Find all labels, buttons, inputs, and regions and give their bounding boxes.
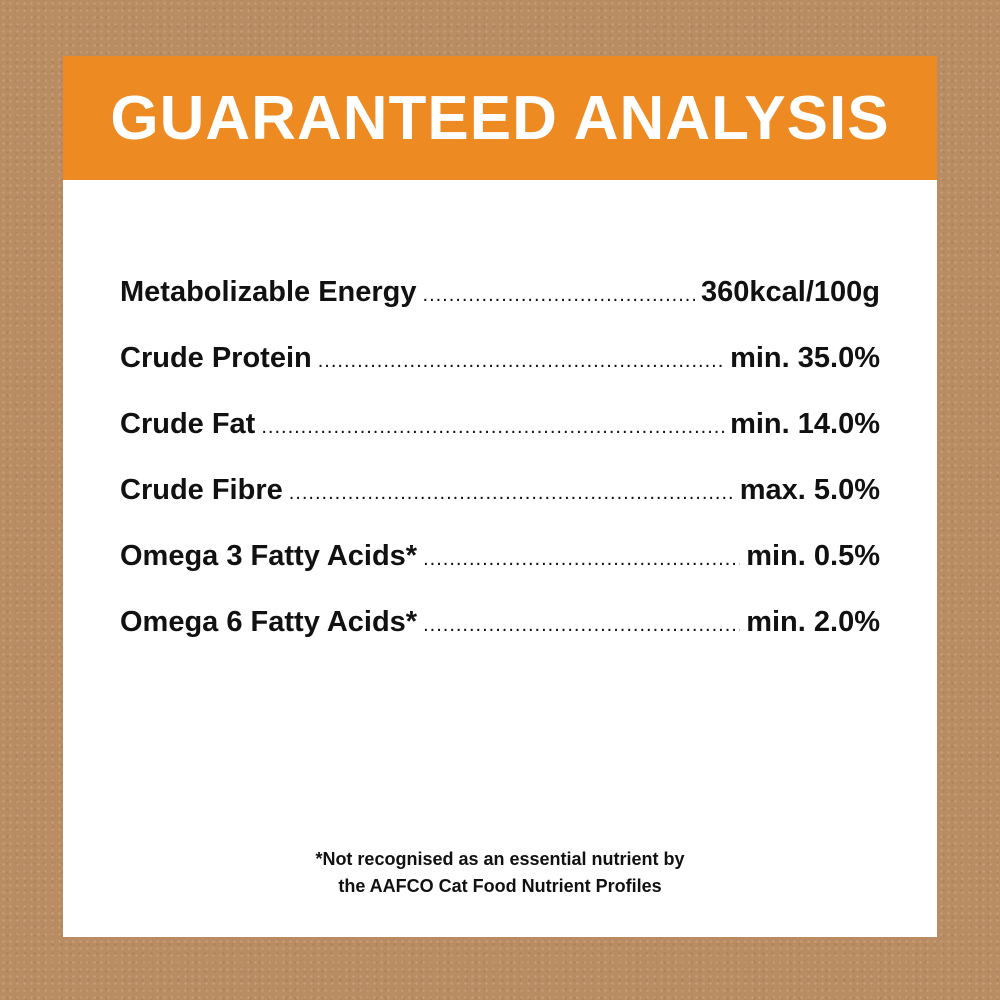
footnote: *Not recognised as an essential nutrient… [63, 846, 937, 900]
nutrient-value: min. 35.0% [730, 342, 880, 374]
dot-leader [261, 416, 724, 439]
nutrient-label: Crude Fat [120, 408, 256, 440]
page-title: GUARANTEED ANALYSIS [110, 83, 890, 153]
nutrient-value: min. 0.5% [746, 540, 880, 572]
nutrient-table: Metabolizable Energy 360kcal/100g Crude P… [120, 276, 880, 672]
dot-leader [423, 284, 696, 307]
analysis-panel: GUARANTEED ANALYSIS Metabolizable Energy… [63, 56, 937, 937]
dot-leader [289, 482, 734, 505]
nutrient-label: Crude Protein [120, 342, 312, 374]
nutrient-row: Crude Protein min. 35.0% [120, 342, 880, 408]
nutrient-value: min. 14.0% [730, 408, 880, 440]
dot-leader [423, 614, 740, 637]
nutrient-label: Metabolizable Energy [120, 276, 417, 308]
dot-leader [318, 350, 724, 373]
nutrient-row: Metabolizable Energy 360kcal/100g [120, 276, 880, 342]
nutrient-value: min. 2.0% [746, 606, 880, 638]
nutrient-label: Crude Fibre [120, 474, 283, 506]
nutrient-value: max. 5.0% [739, 474, 880, 506]
nutrient-row: Omega 6 Fatty Acids* min. 2.0% [120, 606, 880, 672]
nutrient-value: 360kcal/100g [701, 276, 880, 308]
nutrient-row: Crude Fibre max. 5.0% [120, 474, 880, 540]
footnote-line-2: the AAFCO Cat Food Nutrient Profiles [338, 876, 662, 896]
nutrient-row: Omega 3 Fatty Acids* min. 0.5% [120, 540, 880, 606]
footnote-line-1: *Not recognised as an essential nutrient… [315, 849, 685, 869]
nutrient-row: Crude Fat min. 14.0% [120, 408, 880, 474]
dot-leader [423, 548, 740, 571]
header-banner: GUARANTEED ANALYSIS [63, 56, 937, 180]
nutrient-label: Omega 3 Fatty Acids* [120, 540, 418, 572]
nutrient-label: Omega 6 Fatty Acids* [120, 606, 418, 638]
